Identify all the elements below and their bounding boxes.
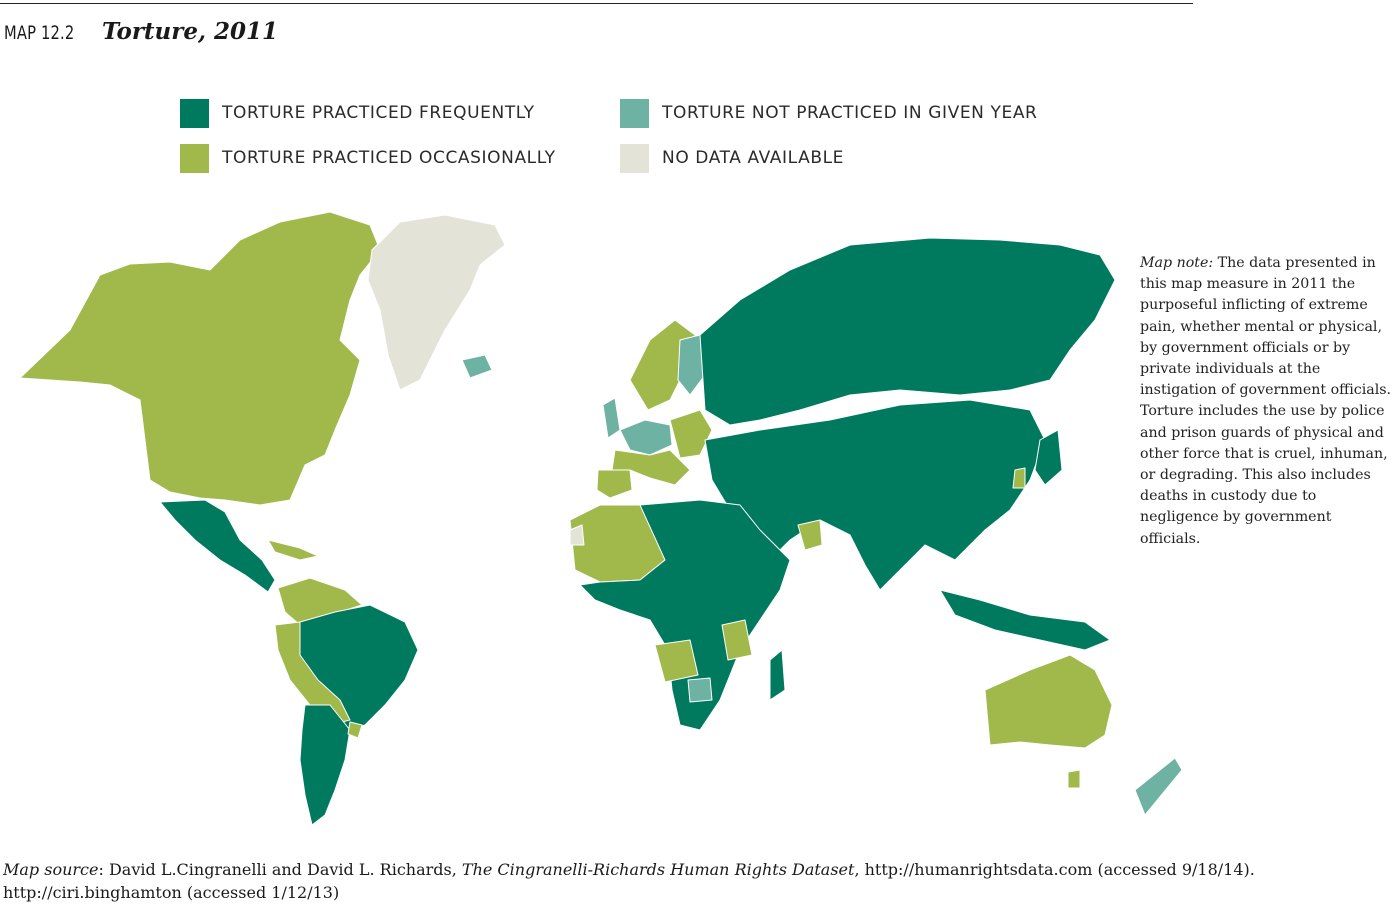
region-eastern-europe [669,409,713,459]
region-uk [602,397,621,439]
region-korea [1012,467,1026,489]
region-angola-zambia [654,639,699,683]
world-map [19,211,1183,826]
map-note: Map note: The data presented in this map… [1140,253,1395,550]
map-note-label: Map note: [1140,255,1214,271]
region-japan [1034,429,1063,486]
legend-item-occasional: TORTURE PRACTICED OCCASIONALLY [180,143,556,173]
legend-label-occasional: TORTURE PRACTICED OCCASIONALLY [222,148,556,168]
legend-label-not-practiced: TORTURE NOT PRACTICED IN GIVEN YEAR [662,103,1038,123]
region-iceland [461,354,493,379]
region-peru-bolivia [274,621,351,726]
map-title: Torture, 2011 [102,18,279,45]
region-tanzania [721,619,753,661]
map-source: Map source: David L.Cingranelli and Davi… [3,858,1263,904]
legend-item-no-data: NO DATA AVAILABLE [620,143,844,173]
map-header: MAP 12.2 Torture, 2011 [4,18,278,48]
region-africa-freq [579,499,791,731]
top-rule [0,3,1193,4]
source-label: Map source [3,860,99,879]
region-greenland [367,214,506,391]
legend-item-frequent: TORTURE PRACTICED FREQUENTLY [180,98,535,128]
region-indonesia [939,589,1111,651]
region-tasmania [1067,769,1081,789]
region-australia [984,654,1113,749]
legend-swatch-not-practiced [620,98,649,128]
source-authors: : David L.Cingranelli and David L. Richa… [98,860,462,879]
region-caribbean [267,539,319,561]
region-new-zealand [1134,757,1183,816]
region-botswana [687,677,713,703]
region-iberia [596,469,633,499]
region-finland [677,334,706,396]
region-uruguay [347,721,363,739]
source-rest: , http://humanrightsdata.com (accessed 9… [3,860,1255,902]
region-north-america [19,211,381,506]
region-madagascar [769,649,786,701]
map-number: MAP 12.2 [4,22,75,44]
legend-label-frequent: TORTURE PRACTICED FREQUENTLY [222,103,535,123]
legend-swatch-no-data [620,143,649,173]
region-southern-cone [299,704,351,826]
legend-item-not-practiced: TORTURE NOT PRACTICED IN GIVEN YEAR [620,98,1037,128]
legend-swatch-frequent [180,98,209,128]
region-western-europe [619,419,673,456]
legend-label-no-data: NO DATA AVAILABLE [662,148,844,168]
legend: TORTURE PRACTICED FREQUENTLY TORTURE NOT… [180,98,1080,178]
region-oman [797,519,823,551]
source-dataset: The Cingranelli-Richards Human Rights Da… [461,860,855,879]
region-russia [699,237,1116,426]
region-western-sahara [569,524,585,546]
legend-swatch-occasional [180,143,209,173]
region-mexico [159,499,276,593]
map-note-text: The data presented in this map measure i… [1140,255,1392,547]
